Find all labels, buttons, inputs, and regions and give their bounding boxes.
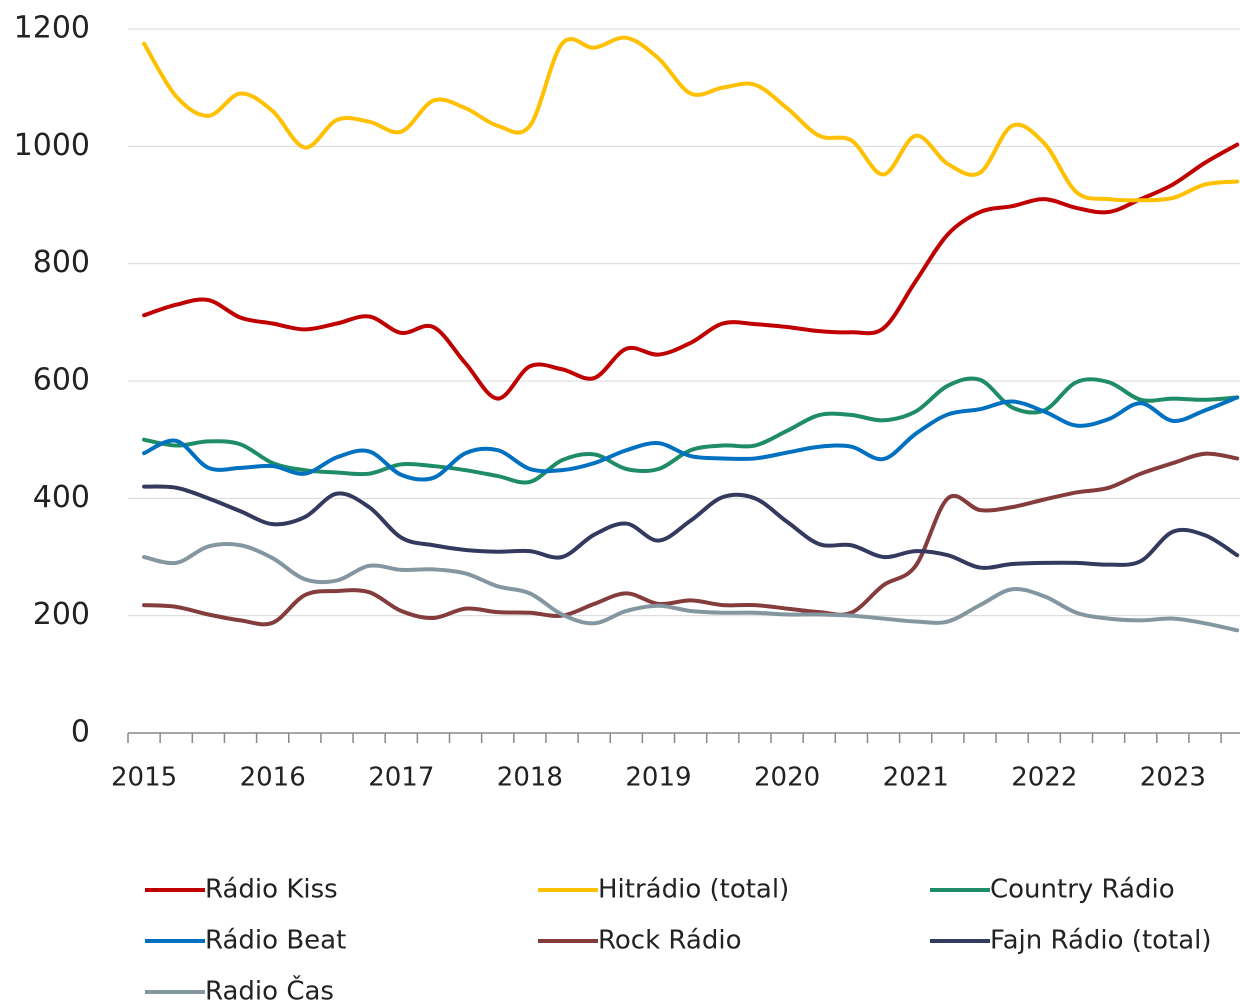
legend-label: Rádio Beat bbox=[205, 926, 346, 956]
y-tick-label: 0 bbox=[71, 715, 90, 750]
x-tick-label: 2018 bbox=[497, 763, 563, 793]
y-tick-label: 1200 bbox=[14, 11, 90, 46]
series-line bbox=[142, 376, 1240, 485]
y-tick-label: 1000 bbox=[14, 128, 90, 163]
legend-label: Rock Rádio bbox=[598, 926, 741, 956]
series-line bbox=[142, 35, 1240, 203]
x-tick-label: 2022 bbox=[1011, 763, 1077, 793]
series-line bbox=[142, 451, 1240, 627]
y-tick-label: 400 bbox=[33, 480, 90, 515]
legend-label: Rádio Kiss bbox=[205, 875, 338, 905]
x-tick-label: 2020 bbox=[754, 763, 820, 793]
legend-label: Radio Čas bbox=[205, 975, 334, 1007]
x-tick-label: 2015 bbox=[111, 763, 177, 793]
series-line bbox=[142, 542, 1240, 633]
x-tick-label: 2016 bbox=[240, 763, 306, 793]
y-tick-label: 200 bbox=[33, 597, 90, 632]
x-tick-label: 2019 bbox=[625, 763, 691, 793]
x-tick-label: 2023 bbox=[1140, 763, 1206, 793]
legend-label: Country Rádio bbox=[990, 875, 1175, 905]
series-line bbox=[142, 142, 1240, 401]
legend-label: Hitrádio (total) bbox=[598, 875, 789, 905]
x-tick-label: 2017 bbox=[368, 763, 434, 793]
y-tick-label: 800 bbox=[33, 245, 90, 280]
series-line bbox=[142, 395, 1240, 482]
y-tick-label: 600 bbox=[33, 363, 90, 398]
legend-label: Fajn Rádio (total) bbox=[990, 926, 1212, 956]
series-line bbox=[142, 484, 1240, 570]
x-tick-label: 2021 bbox=[883, 763, 949, 793]
